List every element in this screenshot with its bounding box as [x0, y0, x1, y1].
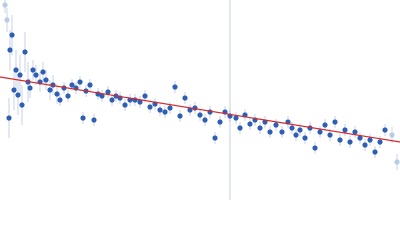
point [167, 105, 173, 111]
point [212, 135, 218, 141]
point [40, 69, 46, 75]
point [91, 117, 97, 123]
point [389, 132, 395, 138]
point [322, 122, 328, 128]
point [312, 145, 318, 151]
point [197, 112, 203, 118]
point [27, 85, 33, 91]
point [367, 137, 373, 143]
point [327, 132, 333, 138]
point [4, 17, 10, 23]
point [187, 107, 193, 113]
point [6, 115, 12, 121]
point [362, 142, 368, 148]
point [65, 93, 71, 99]
chart [0, 0, 400, 200]
point [279, 129, 285, 135]
point [342, 127, 348, 133]
point [105, 89, 111, 95]
point [372, 149, 378, 155]
point [267, 129, 273, 135]
point [377, 139, 383, 145]
point [122, 102, 128, 108]
point [11, 87, 17, 93]
point [382, 127, 388, 133]
point [2, 2, 8, 8]
point [30, 67, 36, 73]
point [109, 97, 115, 103]
point [302, 135, 308, 141]
point [15, 92, 21, 98]
point [87, 82, 93, 88]
point [257, 125, 263, 131]
point [13, 67, 19, 73]
point [202, 117, 208, 123]
point [54, 91, 60, 97]
point [17, 72, 23, 78]
point [217, 119, 223, 125]
point [137, 99, 143, 105]
point [47, 87, 53, 93]
point [352, 129, 358, 135]
point [394, 159, 400, 165]
point [33, 72, 39, 78]
point [80, 115, 86, 121]
fit-line [0, 76, 400, 143]
point [177, 113, 183, 119]
point [69, 82, 75, 88]
point [357, 135, 363, 141]
point [172, 84, 178, 90]
point [347, 139, 353, 145]
point [43, 77, 49, 83]
point [247, 121, 253, 127]
point [237, 125, 243, 131]
point [77, 79, 83, 85]
point [317, 129, 323, 135]
point [22, 49, 28, 55]
point [337, 137, 343, 143]
point [142, 93, 148, 99]
point [19, 102, 25, 108]
point [289, 125, 295, 131]
point [233, 115, 239, 121]
point [297, 127, 303, 133]
point [293, 132, 299, 138]
point [57, 97, 63, 103]
point [157, 107, 163, 113]
point [99, 93, 105, 99]
point [273, 122, 279, 128]
point [182, 95, 188, 101]
point [9, 32, 15, 38]
point [147, 104, 153, 110]
point [162, 109, 168, 115]
point [7, 47, 13, 53]
point [332, 119, 338, 125]
